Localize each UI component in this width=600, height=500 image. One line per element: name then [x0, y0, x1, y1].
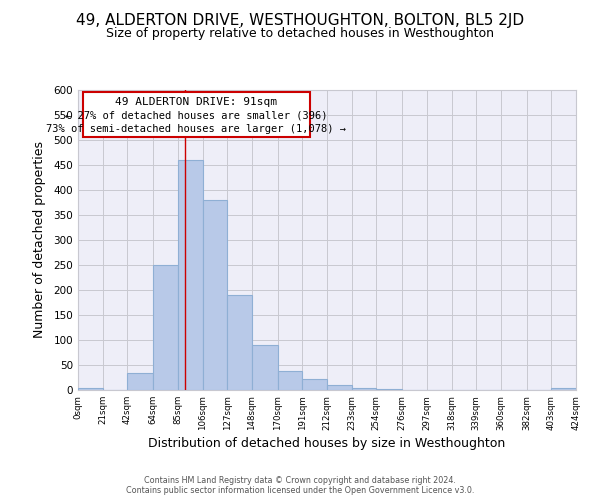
Text: Contains HM Land Registry data © Crown copyright and database right 2024.
Contai: Contains HM Land Registry data © Crown c… — [126, 476, 474, 495]
Text: ← 27% of detached houses are smaller (396): ← 27% of detached houses are smaller (39… — [65, 110, 328, 120]
Bar — [252, 345, 278, 390]
Bar — [278, 371, 302, 390]
Bar — [227, 295, 252, 390]
Bar — [78, 388, 103, 390]
Bar — [352, 388, 376, 390]
Bar — [203, 200, 227, 390]
Bar — [551, 388, 576, 390]
Y-axis label: Number of detached properties: Number of detached properties — [34, 142, 46, 338]
Text: Size of property relative to detached houses in Westhoughton: Size of property relative to detached ho… — [106, 28, 494, 40]
Bar — [376, 388, 402, 390]
X-axis label: Distribution of detached houses by size in Westhoughton: Distribution of detached houses by size … — [148, 436, 506, 450]
Bar — [127, 372, 153, 390]
Text: 49 ALDERTON DRIVE: 91sqm: 49 ALDERTON DRIVE: 91sqm — [115, 97, 277, 107]
Text: 73% of semi-detached houses are larger (1,078) →: 73% of semi-detached houses are larger (… — [46, 124, 346, 134]
Bar — [178, 160, 203, 390]
Bar — [302, 379, 327, 390]
Bar — [327, 385, 352, 390]
FancyBboxPatch shape — [83, 92, 310, 136]
Bar — [153, 265, 178, 390]
Text: 49, ALDERTON DRIVE, WESTHOUGHTON, BOLTON, BL5 2JD: 49, ALDERTON DRIVE, WESTHOUGHTON, BOLTON… — [76, 12, 524, 28]
